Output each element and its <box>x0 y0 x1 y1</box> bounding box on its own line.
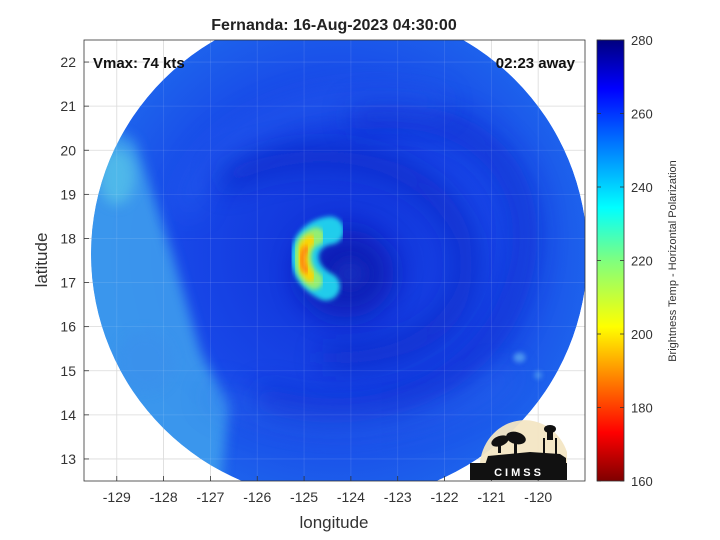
colorbar-tick-label: 220 <box>631 254 653 269</box>
chart-title: Fernanda: 16-Aug-2023 04:30:00 <box>211 17 457 34</box>
light-band <box>205 364 517 435</box>
edge-speckle <box>534 371 543 380</box>
colorbar-gradient <box>596 39 625 482</box>
vmax-annotation: Vmax: 74 kts <box>93 55 185 72</box>
plot-area: -129 -128 -127 -126 -125 -124 -123 -122 -121 -120… <box>60 39 586 505</box>
y-tick-label: 22 <box>60 54 76 70</box>
x-tick-label: -124 <box>337 489 365 505</box>
cimss-logo: CIMSS <box>470 420 567 480</box>
grid-overlay <box>84 40 585 481</box>
x-tick-label: -126 <box>243 489 271 505</box>
x-tick-label: -123 <box>384 489 412 505</box>
plot-frame <box>83 39 586 482</box>
y-tick-label: 16 <box>60 319 76 335</box>
spiral-band <box>252 103 538 424</box>
colorbar: 160 180 200 220 240 260 280 Brightness Temp - … <box>596 33 679 489</box>
spiral-band <box>215 146 477 368</box>
colorbar-tick-label: 160 <box>631 474 653 489</box>
x-tick-label: -122 <box>431 489 459 505</box>
y-axis-label: latitude <box>32 233 51 288</box>
colorbar-tick-label: 200 <box>631 327 653 342</box>
y-tick-label: 19 <box>60 186 76 202</box>
logo-banner <box>470 463 567 480</box>
colorbar-label: Brightness Temp - Horizontal Polarizatio… <box>667 160 679 362</box>
y-tick-label: 21 <box>60 98 76 114</box>
x-tick-label: -128 <box>150 489 178 505</box>
x-tick-label: -121 <box>477 489 505 505</box>
y-axis-ticks: 13 14 15 16 17 18 19 20 21 22 <box>60 54 89 467</box>
x-tick-label: -120 <box>524 489 552 505</box>
x-axis-label: longitude <box>299 513 368 532</box>
x-tick-label: -127 <box>196 489 224 505</box>
time-offset-annotation: 02:23 away <box>496 55 576 72</box>
storm-eye <box>334 258 367 289</box>
eyewall-peak <box>299 245 310 274</box>
y-tick-label: 15 <box>60 363 76 379</box>
colorbar-tick-label: 240 <box>631 180 653 195</box>
moist-patch <box>116 331 173 392</box>
light-band <box>178 90 447 214</box>
y-tick-label: 13 <box>60 451 76 467</box>
x-axis-ticks: -129 -128 -127 -126 -125 -124 -123 -122 -121 -120 <box>103 476 552 505</box>
colorbar-tick-label: 180 <box>631 401 653 416</box>
microwave-swath <box>91 40 585 481</box>
y-tick-label: 14 <box>60 407 76 423</box>
y-tick-label: 18 <box>60 230 76 246</box>
y-tick-label: 17 <box>60 275 76 291</box>
edge-speckle <box>513 352 526 363</box>
colorbar-ticks: 160 180 200 220 240 260 280 <box>597 33 653 489</box>
colorbar-tick-label: 280 <box>631 33 653 48</box>
x-tick-label: -129 <box>103 489 131 505</box>
x-tick-label: -125 <box>290 489 318 505</box>
y-tick-label: 20 <box>60 142 76 158</box>
logo-text: CIMSS <box>494 467 544 479</box>
colorbar-tick-label: 260 <box>631 107 653 122</box>
